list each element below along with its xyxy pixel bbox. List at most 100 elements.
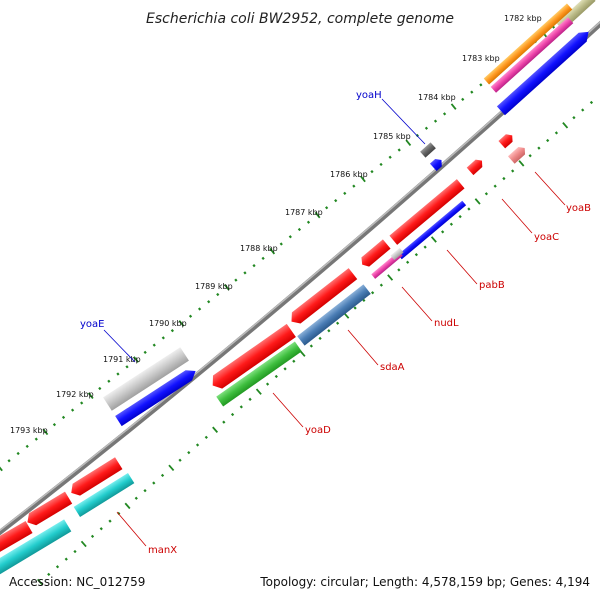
minor-tick <box>343 191 347 195</box>
gene-label-manX: manX <box>148 545 177 556</box>
kbp-label: 1783 kbp <box>462 54 500 63</box>
gene-arrow <box>297 284 371 346</box>
minor-tick <box>107 379 111 383</box>
minor-tick <box>397 148 401 152</box>
map-title: Escherichia coli BW2952, complete genome <box>146 11 454 27</box>
minor-tick <box>388 155 392 159</box>
minor-tick <box>99 527 103 531</box>
gene-arrow <box>291 268 358 324</box>
gene-arrow <box>498 134 513 149</box>
gene-arrow <box>420 142 436 158</box>
gene-label-sdaA: sdaA <box>380 362 405 373</box>
minor-tick <box>216 292 220 297</box>
major-tick <box>269 247 276 255</box>
minor-tick <box>379 283 383 287</box>
gene-arrow <box>466 159 483 176</box>
minor-tick <box>34 437 38 441</box>
minor-tick <box>134 496 138 500</box>
minor-tick <box>261 256 265 261</box>
minor-tick <box>406 260 410 264</box>
kbp-label: 1787 kbp <box>285 208 323 217</box>
forward-genes <box>0 0 596 577</box>
minor-tick <box>352 184 356 188</box>
minor-tick <box>493 184 497 188</box>
minor-tick <box>152 343 156 347</box>
minor-tick <box>554 131 559 135</box>
minor-tick <box>572 116 576 120</box>
gene-label-yoaC: yoaC <box>534 232 559 243</box>
leader-line <box>116 511 147 547</box>
minor-tick <box>178 458 182 462</box>
minor-tick <box>461 97 465 102</box>
minor-tick <box>98 386 102 391</box>
inner-tick-track <box>37 100 594 586</box>
minor-tick <box>581 108 585 112</box>
leader-line <box>401 286 433 322</box>
gene-arrow <box>483 3 573 85</box>
minor-tick <box>279 242 283 246</box>
minor-tick <box>230 412 235 417</box>
minor-tick <box>143 350 147 354</box>
kbp-label: 1784 kbp <box>418 93 456 102</box>
minor-tick <box>7 459 11 463</box>
kbp-label: 1791 kbp <box>103 355 141 364</box>
minor-tick <box>16 451 20 456</box>
gene-arrow <box>390 247 404 261</box>
gene-arrow <box>115 370 196 427</box>
major-tick <box>314 211 321 219</box>
gene-arrow <box>389 179 465 245</box>
kbp-ruler: 1782 kbp 1783 kbp 1784 kbp 1785 kbp 1786… <box>10 14 542 435</box>
kbp-label: 1790 kbp <box>149 319 187 328</box>
minor-tick <box>334 198 338 203</box>
minor-tick <box>125 365 129 369</box>
genome-backbone-highlight <box>0 21 600 532</box>
minor-tick <box>239 405 243 409</box>
major-tick <box>387 274 394 281</box>
major-tick <box>178 320 185 327</box>
gene-arrow <box>0 519 72 577</box>
major-tick <box>37 578 43 586</box>
major-tick <box>474 198 481 205</box>
minor-tick <box>161 336 165 340</box>
major-tick <box>80 540 87 548</box>
minor-tick <box>479 83 483 87</box>
leader-line <box>381 98 426 145</box>
gene-arrow <box>73 472 135 518</box>
kbp-label: 1786 kbp <box>330 170 368 179</box>
minor-tick <box>243 271 247 275</box>
leader-line <box>272 392 304 428</box>
gene-label-yoaD: yoaD <box>305 425 331 436</box>
label-leaders <box>103 98 566 547</box>
minor-tick <box>414 253 419 257</box>
gene-arrow <box>103 347 189 411</box>
minor-tick <box>170 329 174 333</box>
gene-label-yoaE: yoaE <box>80 319 104 330</box>
minor-tick <box>265 382 270 386</box>
minor-tick <box>327 329 331 333</box>
gene-arrow <box>429 158 442 172</box>
major-tick <box>212 426 219 433</box>
minor-tick <box>335 321 340 325</box>
minor-tick <box>397 268 401 272</box>
minor-tick <box>484 192 489 196</box>
minor-tick <box>73 549 77 554</box>
minor-tick <box>423 245 427 249</box>
genome-backbone <box>0 20 600 536</box>
minor-tick <box>379 162 383 167</box>
major-tick <box>168 464 175 472</box>
minor-tick <box>318 336 322 341</box>
minor-tick <box>80 401 84 405</box>
minor-tick <box>370 291 375 295</box>
minor-tick <box>64 557 68 561</box>
minor-tick <box>152 481 156 485</box>
minor-tick <box>370 170 374 174</box>
major-tick <box>0 466 3 472</box>
kbp-label: 1782 kbp <box>504 14 542 23</box>
gene-arrow <box>216 341 302 407</box>
minor-tick <box>353 306 357 310</box>
minor-tick <box>222 420 226 424</box>
minor-tick <box>458 214 462 219</box>
major-tick <box>450 103 457 110</box>
minor-tick <box>309 344 313 348</box>
